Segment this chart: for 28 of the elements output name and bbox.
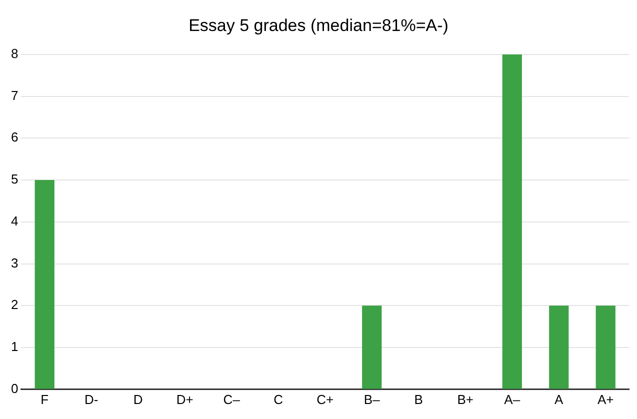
y-tick-label: 6 <box>10 130 18 145</box>
x-tick-label: A <box>554 392 564 407</box>
x-tick-label: C– <box>223 392 241 407</box>
y-tick-label: 0 <box>10 380 18 396</box>
bar <box>362 306 382 389</box>
x-tick-label: A– <box>504 392 521 407</box>
x-tick-label: B <box>414 392 423 407</box>
x-tick-label: D <box>133 392 143 407</box>
y-tick-label: 5 <box>10 172 18 187</box>
y-tick-label: 4 <box>10 213 18 228</box>
bar <box>596 306 616 389</box>
x-tick-label: B+ <box>457 392 474 407</box>
y-tick-label: 1 <box>10 339 18 354</box>
x-tick-label: C <box>274 392 284 407</box>
x-tick-label: F <box>40 392 49 407</box>
y-tick-label: 2 <box>10 297 18 312</box>
bar <box>502 54 522 389</box>
x-tick-label: C+ <box>316 392 334 407</box>
y-tick-label: 7 <box>10 88 18 103</box>
y-tick-label: 8 <box>10 46 18 61</box>
x-tick-label: D+ <box>176 392 194 407</box>
bar <box>549 306 569 389</box>
x-tick-label: A+ <box>597 392 614 407</box>
x-tick-label: D- <box>84 392 98 407</box>
chart-title: Essay 5 grades (median=81%=A-) <box>188 16 448 35</box>
y-tick-label: 3 <box>10 255 18 270</box>
bar <box>34 180 54 389</box>
x-tick-label: B– <box>364 392 381 407</box>
